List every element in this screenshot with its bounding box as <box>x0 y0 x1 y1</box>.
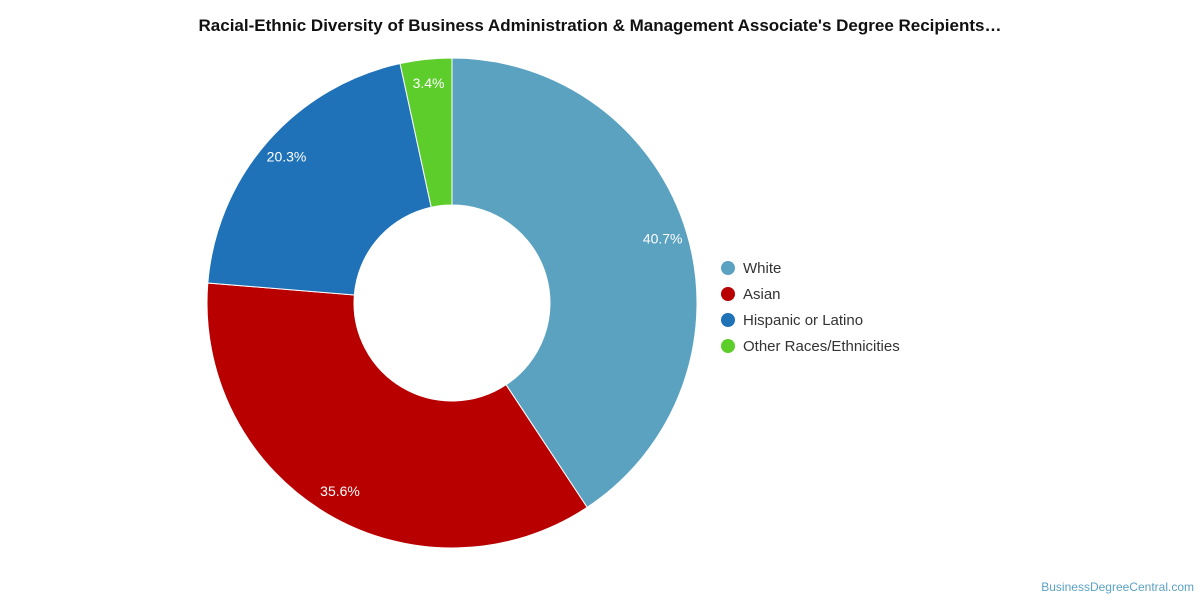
legend-swatch-hispanic-or-latino <box>721 313 735 327</box>
legend-item-other-races[interactable]: Other Races/Ethnicities <box>721 333 900 359</box>
legend-label-hispanic-or-latino: Hispanic or Latino <box>743 311 864 329</box>
chart-title: Racial-Ethnic Diversity of Business Admi… <box>198 16 1002 35</box>
data-label-hispanic-or-latino: 20.3% <box>267 149 307 165</box>
legend-label-white: White <box>743 259 782 277</box>
data-label-other-races-ethnicities: 3.4% <box>413 75 445 91</box>
legend-item-white[interactable]: White <box>721 255 900 281</box>
legend-swatch-asian <box>721 287 735 301</box>
legend-swatch-white <box>721 261 735 275</box>
slices-layer <box>206 57 698 549</box>
chart-legend: White Asian Hispanic or Latino Other Rac… <box>721 255 900 359</box>
slice-asian[interactable] <box>206 282 588 549</box>
data-label-white: 40.7% <box>643 230 683 246</box>
slice-hispanic-or-latino[interactable] <box>207 62 432 296</box>
data-label-asian: 35.6% <box>320 483 360 499</box>
source-link[interactable]: BusinessDegreeCentral.com <box>1041 580 1194 594</box>
legend-item-asian[interactable]: Asian <box>721 281 900 307</box>
data-labels-layer: 40.7% 35.6% 20.3% 3.4% <box>267 75 683 499</box>
legend-label-other-races: Other Races/Ethnicities <box>743 337 900 355</box>
slice-other-races-ethnicities[interactable] <box>399 57 453 208</box>
legend-swatch-other-races <box>721 339 735 353</box>
legend-label-asian: Asian <box>743 285 781 303</box>
legend-item-hispanic-or-latino[interactable]: Hispanic or Latino <box>721 307 900 333</box>
